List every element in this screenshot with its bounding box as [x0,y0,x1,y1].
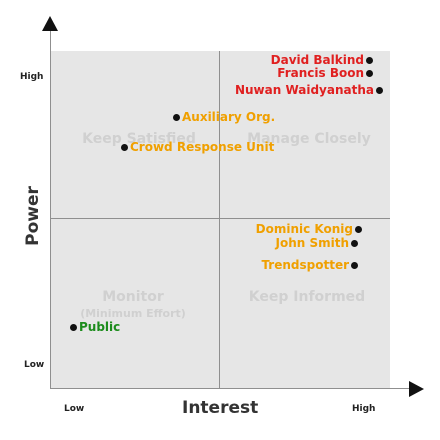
x-axis-title: Interest [182,398,259,418]
stakeholder-dot-icon [351,261,358,269]
quadrant-keep-informed: Keep Informed [248,289,366,305]
stakeholder-label: Trendspotter [261,258,349,272]
stakeholder-david-balkind: David Balkind [271,53,373,67]
y-low-label: Low [24,360,45,370]
stakeholder-label: Nuwan Waidyanatha [234,83,374,97]
stakeholder-francis-boon: Francis Boon [277,66,373,80]
stakeholder-trendspotter: Trendspotter [261,258,358,272]
quadrant-monitor-subtitle: (Minimum Effort) [80,307,186,320]
y-axis-title: Power [23,186,43,246]
stakeholder-dot-icon [376,86,383,94]
stakeholder-label: Francis Boon [277,66,364,80]
stakeholder-nuwan-waidyanatha: Nuwan Waidyanatha [235,83,383,97]
x-high-label: High [352,404,376,414]
stakeholder-label: David Balkind [270,53,364,67]
x-low-label: Low [64,404,85,414]
stakeholder-dot-icon [366,56,373,64]
stakeholder-john-smith: John Smith [275,236,358,250]
stakeholder-public: Public [70,320,120,334]
stakeholder-auxiliary-org: Auxiliary Org. [173,110,275,124]
y-high-label: High [20,72,44,82]
stakeholder-dot-icon [355,225,362,233]
stakeholder-label: Crowd Response Unit [130,140,275,154]
stakeholder-label: Public [79,320,121,334]
quadrant-keep-satisfied: Keep Satisfied [82,131,196,147]
y-axis-arrow-icon [42,16,58,31]
x-axis-arrow-icon [409,381,424,397]
plot-area [51,51,390,388]
stakeholder-dot-icon [121,143,128,151]
x-axis-line [50,388,410,389]
stakeholder-dot-icon [173,113,180,121]
stakeholder-dot-icon [366,69,373,77]
stakeholder-label: John Smith [275,236,349,250]
vertical-divider [219,51,220,388]
horizontal-divider [51,218,390,219]
y-axis-line [50,28,51,388]
stakeholder-dot-icon [351,239,358,247]
quadrant-monitor: Monitor [102,289,164,305]
quadrant-manage-closely: Manage Closely [247,131,371,147]
stakeholder-dominic-konig: Dominic Konig [256,222,362,236]
stakeholder-crowd-response-unit: Crowd Response Unit [121,140,274,154]
stakeholder-dot-icon [70,323,77,331]
stakeholder-label: Auxiliary Org. [182,110,276,124]
stakeholder-label: Dominic Konig [255,222,353,236]
